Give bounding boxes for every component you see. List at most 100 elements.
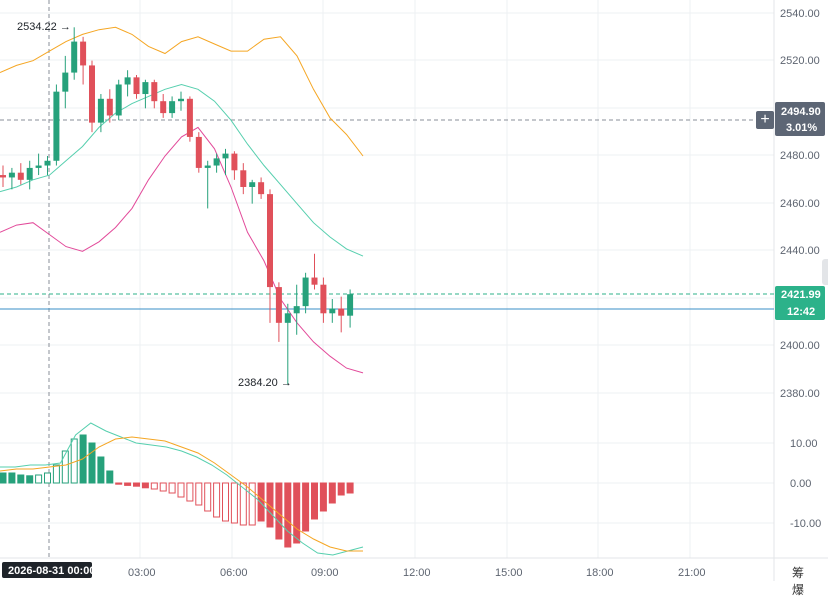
macd-histogram-bar <box>133 482 140 487</box>
trading-chart[interactable]: 2534.22 → 2384.20 → 2540.00 2520.00 2480.00 2… <box>0 0 828 581</box>
macd-histogram-bar <box>346 482 354 494</box>
candle-body <box>89 65 95 123</box>
candle-body <box>115 84 122 116</box>
candle-body <box>302 277 309 307</box>
candle-body <box>249 182 256 187</box>
price-tick-label: 2520.00 <box>780 55 820 67</box>
macd-histogram-bar <box>293 482 301 544</box>
candle-body <box>0 175 6 178</box>
macd-histogram-bar <box>88 442 96 484</box>
footer-buttons: 筹 爆 <box>792 564 828 598</box>
crosshair-price-tag <box>775 102 825 136</box>
candle-body <box>17 172 24 180</box>
candle-body <box>160 101 167 114</box>
candle-body <box>44 160 51 166</box>
macd-histogram-bar <box>266 482 274 528</box>
candle-body <box>338 308 345 316</box>
macd-histogram-bar <box>61 450 69 484</box>
candle-body <box>222 153 229 159</box>
candle-body <box>169 101 176 114</box>
last-price-text: 2421.99 <box>781 289 821 301</box>
macd-histogram-bar <box>319 482 327 512</box>
macd-histogram-bar <box>186 482 194 502</box>
crosshair-date-text: 2026-08-31 00:00 <box>8 565 95 577</box>
candle-body <box>178 98 184 102</box>
crosshair-percent-text: 3.01% <box>786 122 817 134</box>
candle-body <box>320 284 327 314</box>
macd-histogram-bar <box>44 472 51 484</box>
macd-histogram-bar <box>204 482 212 512</box>
macd-histogram-bar <box>106 470 114 484</box>
macd-histogram-bar <box>150 482 158 490</box>
macd-histogram-bar <box>35 474 43 484</box>
candle-body <box>106 98 113 116</box>
candle-body <box>8 172 15 178</box>
macd-histogram-bar <box>311 482 318 520</box>
candle-body <box>53 91 60 161</box>
candle-body <box>195 136 202 168</box>
macd-histogram-bar <box>17 474 25 484</box>
time-tick-label: 12:00 <box>403 567 431 579</box>
candle-body <box>231 153 238 171</box>
bollinger-lower-line <box>0 126 364 374</box>
macd-histogram-bar <box>302 482 310 532</box>
candle-body <box>213 158 220 166</box>
candle-body <box>258 182 265 195</box>
liquidation-button[interactable]: 爆 <box>792 583 805 597</box>
price-scale-handle[interactable] <box>822 259 828 285</box>
macd-histogram-bar <box>124 482 132 486</box>
candle-body <box>347 294 354 316</box>
price-tick-label: 2480.00 <box>780 150 820 162</box>
macd-histogram-bar <box>213 482 221 518</box>
time-tick-label: 15:00 <box>495 567 523 579</box>
time-tick-label: 21:00 <box>678 567 706 579</box>
add-alert-button[interactable]: + <box>756 111 774 129</box>
macd-histogram-bar <box>168 482 176 494</box>
chip-button[interactable]: 筹 <box>792 566 805 580</box>
bollinger-upper-line <box>0 26 364 157</box>
crosshair-date-tag <box>2 562 92 578</box>
macd-histogram-bar <box>52 464 60 484</box>
macd-histogram-bar <box>26 475 34 484</box>
candle-body <box>275 287 282 323</box>
countdown-text: 12:42 <box>787 306 815 318</box>
candle-body <box>71 41 78 73</box>
macd-histogram-bar <box>284 482 292 548</box>
last-price-tag <box>775 286 825 320</box>
candle-body <box>293 306 300 314</box>
candle-body <box>329 308 336 314</box>
macd-histogram-bar <box>222 482 229 522</box>
macd-histogram-bar <box>177 482 185 498</box>
macd-histogram-bar <box>8 472 16 484</box>
macd-histogram-bar <box>257 482 265 522</box>
candle-body <box>97 98 104 123</box>
macd-tick-label: 10.00 <box>790 438 818 450</box>
candle-body <box>26 167 33 180</box>
candle-body <box>267 194 273 288</box>
macd-histogram-bar <box>115 482 123 485</box>
plus-icon: + <box>760 111 770 128</box>
macd-tick-label: -10.00 <box>790 518 821 530</box>
candle-body <box>311 277 318 285</box>
signal-line <box>0 436 363 552</box>
candle-body <box>133 77 140 95</box>
macd-line <box>0 422 364 556</box>
candle-body <box>204 165 211 168</box>
candle-body <box>62 72 69 92</box>
macd-histogram-bar <box>159 482 167 492</box>
time-tick-label: 06:00 <box>220 567 248 579</box>
macd-histogram-bar <box>0 472 7 484</box>
macd-histogram-bar <box>337 482 345 496</box>
macd-histogram-bar <box>230 482 238 524</box>
macd-histogram-bar <box>248 482 256 526</box>
price-tick-label: 2440.00 <box>780 245 820 257</box>
candle-body <box>186 98 193 137</box>
low-annotation: 2384.20 → <box>238 377 292 389</box>
macd-histogram-bar <box>97 456 105 484</box>
candle-body <box>80 41 87 66</box>
price-tick-label: 2460.00 <box>780 198 820 210</box>
macd-tick-label: 0.00 <box>790 478 811 490</box>
price-tick-label: 2400.00 <box>780 340 820 352</box>
macd-histogram-bar <box>141 482 149 489</box>
candle-body <box>284 313 291 323</box>
